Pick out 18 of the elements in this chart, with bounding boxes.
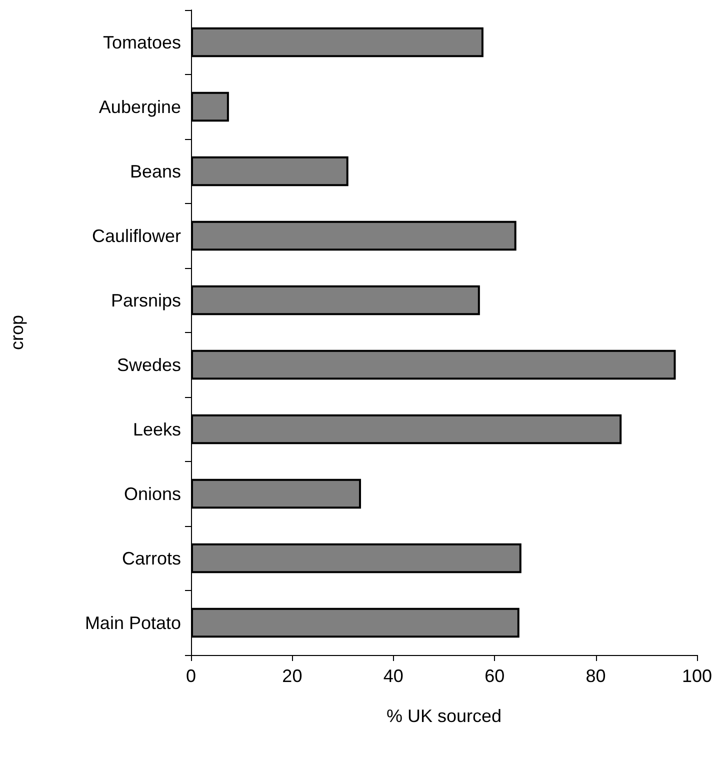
y-tick-label: Carrots (122, 548, 181, 568)
x-tick-label: 0 (186, 666, 196, 686)
y-tick-label: Tomatoes (102, 32, 181, 52)
y-tick-label: Swedes (116, 354, 181, 375)
x-tick-label: 20 (282, 666, 302, 686)
x-tick-label: 40 (383, 666, 404, 686)
x-axis-title: % UK sourced (386, 706, 502, 726)
y-tick-label: Cauliflower (92, 226, 181, 246)
y-tick-label: Onions (124, 484, 181, 504)
y-tick-label: Beans (130, 161, 181, 182)
y-tick-label: Parsnips (110, 290, 181, 310)
y-tick-label: Aubergine (98, 96, 181, 117)
x-tick-label: 80 (586, 666, 606, 686)
y-tick-label: Main Potato (84, 612, 181, 633)
x-tick-label: 100 (682, 666, 712, 686)
x-tick-label: 60 (484, 666, 505, 686)
y-tick-label: Leeks (132, 419, 181, 440)
y-axis-title: crop (7, 314, 27, 350)
